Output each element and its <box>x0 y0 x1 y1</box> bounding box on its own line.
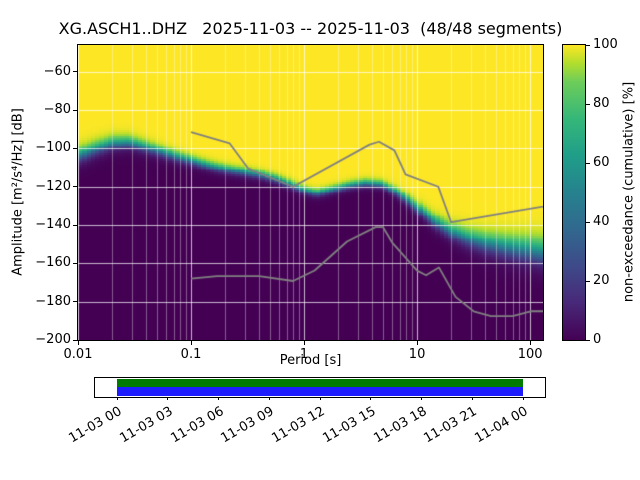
x-tick-mark <box>416 341 418 345</box>
x-tick-label: 100 <box>517 347 543 362</box>
y-tick-label: −200 <box>35 332 71 347</box>
y-tick-label: −80 <box>43 102 71 118</box>
ppsd-heatmap-canvas <box>78 45 543 340</box>
y-tick-label: −180 <box>35 293 71 309</box>
y-tick-label: −120 <box>35 178 71 194</box>
timeline-tick-mark <box>268 397 270 400</box>
timeline-tick-mark <box>218 397 219 400</box>
y-tick-label: −60 <box>43 63 71 79</box>
y-tick-mark <box>73 147 77 149</box>
colorbar-label: non-exceedance (cumulative) [%] <box>621 81 637 303</box>
timeline-tick-mark <box>421 397 422 400</box>
colorbar-tick-mark <box>586 221 590 223</box>
colorbar-tick-label: 40 <box>593 214 610 229</box>
y-tick-mark <box>73 186 77 188</box>
colorbar-tick-label: 0 <box>593 332 602 347</box>
timeline-stripe-green <box>117 379 523 387</box>
y-tick-mark <box>73 262 77 264</box>
timeline-tick-mark <box>522 397 524 400</box>
timeline-tick-mark <box>370 397 372 400</box>
colorbar-tick-mark <box>586 103 590 105</box>
colorbar-tick-label: 80 <box>593 96 610 111</box>
colorbar-tick-mark <box>586 280 590 282</box>
y-tick-mark <box>73 224 77 226</box>
colorbar-tick-mark <box>586 44 590 46</box>
colorbar-tick-label: 100 <box>593 37 618 52</box>
y-tick-label: −160 <box>35 255 71 271</box>
colorbar-tick-label: 60 <box>593 155 610 170</box>
timeline-tick-mark <box>116 397 118 400</box>
colorbar-tick-label: 20 <box>593 273 610 288</box>
plot-area <box>77 44 544 341</box>
y-tick-label: −100 <box>35 140 71 156</box>
timeline-coverage-bar <box>94 377 546 398</box>
timeline-tick-mark <box>167 397 169 400</box>
y-tick-mark <box>73 109 77 111</box>
y-tick-label: −140 <box>35 217 71 233</box>
x-tick-label: 0.1 <box>180 347 202 362</box>
colorbar-gradient <box>562 44 586 341</box>
colorbar-tick-mark <box>586 339 590 341</box>
timeline-tick-mark <box>319 397 321 400</box>
x-tick-label: 10 <box>408 347 426 362</box>
y-tick-mark <box>73 71 77 73</box>
x-tick-mark <box>77 341 79 345</box>
x-tick-label: 1 <box>299 347 309 362</box>
x-tick-mark <box>303 341 305 345</box>
timeline-tick-mark <box>471 397 473 400</box>
x-axis-label: Period [s] <box>279 353 342 368</box>
x-tick-label: 0.01 <box>63 347 93 362</box>
x-tick-mark <box>190 341 192 345</box>
chart-title: XG.ASCH1..DHZ 2025-11-03 -- 2025-11-03 (… <box>58 19 563 38</box>
timeline-stripe-blue <box>117 387 523 396</box>
y-tick-mark <box>73 301 77 303</box>
y-tick-mark <box>73 339 77 341</box>
colorbar-tick-mark <box>586 162 590 164</box>
x-tick-mark <box>529 341 531 345</box>
